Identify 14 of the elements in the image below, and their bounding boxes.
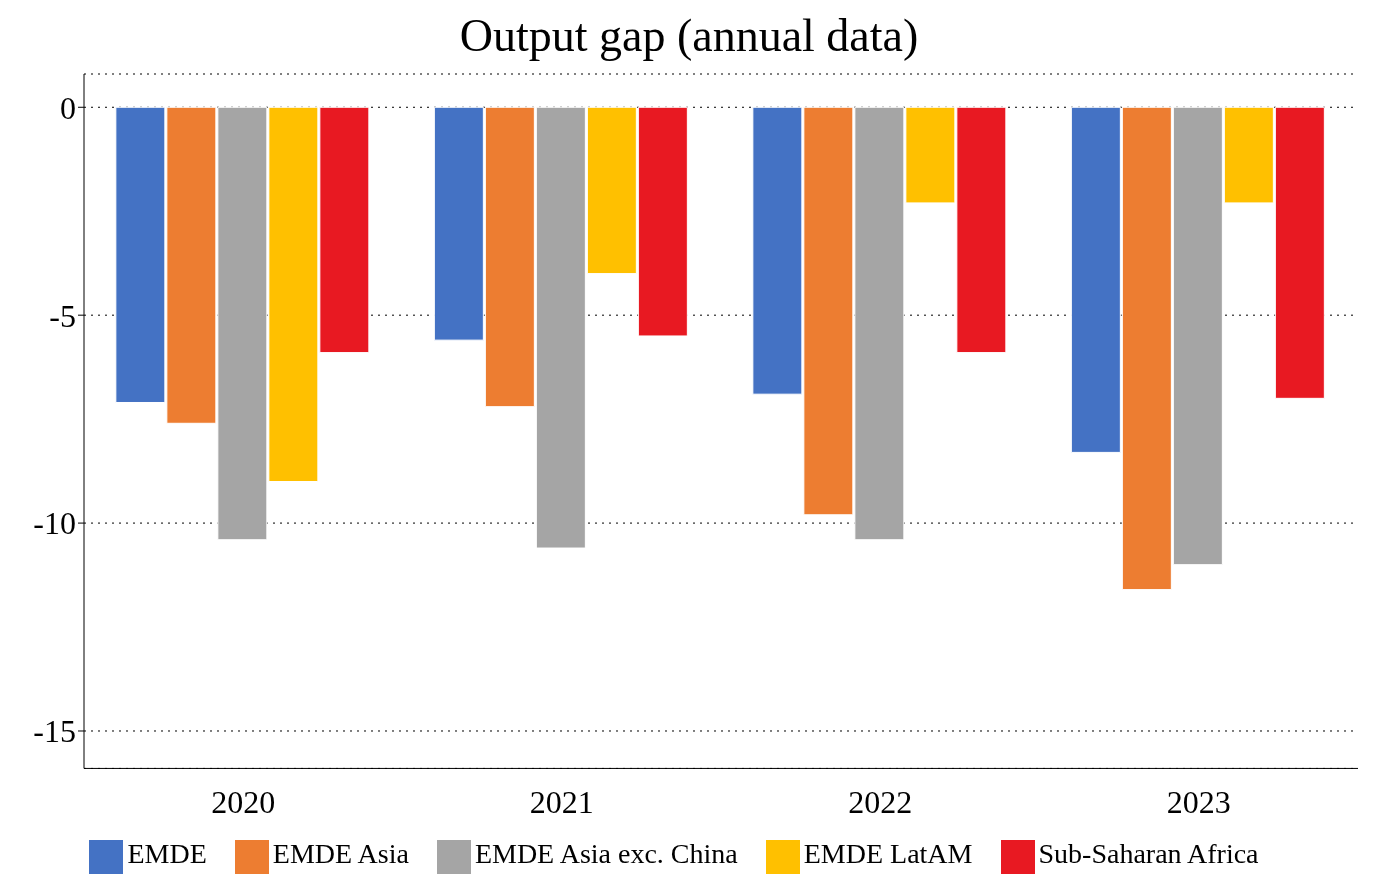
legend-label: EMDE — [127, 838, 207, 870]
x-tick-label: 2020 — [211, 784, 276, 821]
x-tick-label: 2022 — [848, 784, 913, 821]
chart-title: Output gap (annual data) — [458, 9, 920, 63]
y-tick-label: 0 — [60, 89, 76, 126]
legend-label: EMDE LatAM — [803, 838, 973, 870]
x-tick-label: 2023 — [1166, 784, 1231, 821]
x-tick-label: 2021 — [529, 784, 594, 821]
y-tick-label: -10 — [33, 505, 76, 542]
legend-label: Sub-Saharan Africa — [1038, 838, 1259, 870]
legend-label: EMDE Asia exc. China — [474, 838, 738, 870]
y-tick-label: -15 — [33, 713, 76, 750]
y-tick-label: -5 — [49, 297, 76, 334]
legend-label: EMDE Asia — [272, 838, 409, 870]
